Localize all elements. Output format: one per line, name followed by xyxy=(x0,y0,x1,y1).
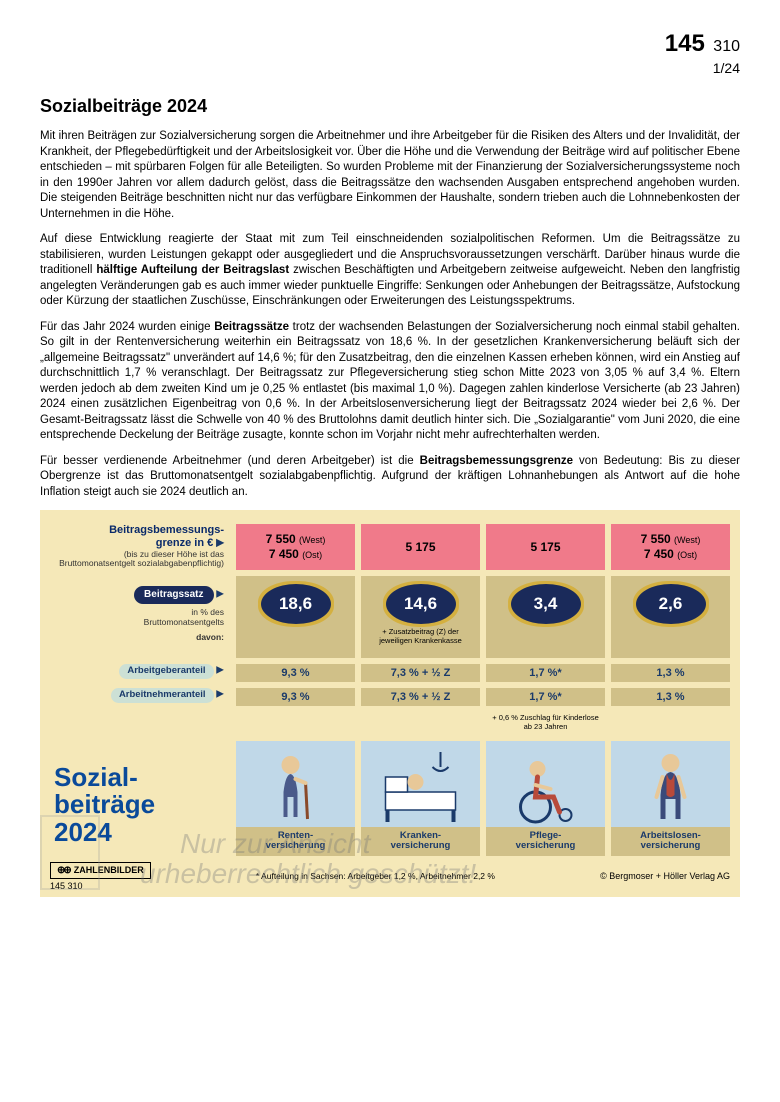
infographic-title: Sozial- beiträge 2024 xyxy=(50,754,230,856)
illus-kranken: Kranken- versicherung xyxy=(361,741,480,856)
ag-label: Arbeitgeberanteil ▶ xyxy=(50,664,230,679)
bbg-col-0: 7 550 (West) 7 450 (Ost) xyxy=(236,524,355,570)
an-3: 1,3 % xyxy=(611,688,730,706)
illus-pflege: Pflege- versicherung xyxy=(486,741,605,856)
rate-label: Beitragssatz ▶ in % desBruttomonatsentge… xyxy=(50,576,230,643)
page-title: Sozialbeiträge 2024 xyxy=(40,96,740,117)
ref-number: 145 310 xyxy=(50,881,151,891)
ag-3: 1,3 % xyxy=(611,664,730,682)
paragraph-2: Auf diese Entwicklung reagierte der Staa… xyxy=(40,232,740,310)
infographic: Beitragsbemessungs- grenze in € ▶ (bis z… xyxy=(40,510,740,897)
paragraph-4: Für besser verdienende Arbeitnehmer (und… xyxy=(40,454,740,501)
footnote: * Aufteilung in Sachsen: Arbeitgeber 1,2… xyxy=(151,871,600,881)
an-1: 7,3 % + ½ Z xyxy=(361,688,480,706)
ag-1: 7,3 % + ½ Z xyxy=(361,664,480,682)
source-badge: ⊕⊕ ZAHLENBILDER xyxy=(50,862,151,879)
rate-col-3: 2,6 xyxy=(611,576,730,658)
paragraph-3: Für das Jahr 2024 wurden einige Beitrags… xyxy=(40,320,740,444)
illus-arbeitslos: Arbeitslosen- versicherung xyxy=(611,741,730,856)
data-grid: Beitragsbemessungs- grenze in € ▶ (bis z… xyxy=(50,524,730,733)
rate-col-0: 18,6 xyxy=(236,576,355,658)
footnote-row: ⊕⊕ ZAHLENBILDER 145 310 * Aufteilung in … xyxy=(50,862,730,891)
header-number: 145 xyxy=(665,30,705,57)
bbg-col-2: 5 175 xyxy=(486,524,605,570)
header-sub: 310 xyxy=(713,38,740,55)
copyright: © Bergmoser + Höller Verlag AG xyxy=(600,871,730,881)
an-2: 1,7 %* xyxy=(486,688,605,706)
wheelchair-icon xyxy=(486,747,605,827)
bottom-section: Sozial- beiträge 2024 Renten- versicheru… xyxy=(50,741,730,856)
logo-icon: ⊕⊕ xyxy=(57,865,70,876)
person-icon xyxy=(611,747,730,827)
elderly-icon xyxy=(236,747,355,827)
hospital-bed-icon xyxy=(361,747,480,827)
page-header: 145 310 1/24 xyxy=(40,30,740,76)
header-issue: 1/24 xyxy=(40,60,740,76)
bbg-col-1: 5 175 xyxy=(361,524,480,570)
illus-rente: Renten- versicherung xyxy=(236,741,355,856)
extra-note-2: + 0,6 % Zuschlag für Kinderlose ab 23 Ja… xyxy=(486,712,605,733)
an-0: 9,3 % xyxy=(236,688,355,706)
rate-col-2: 3,4 xyxy=(486,576,605,658)
ag-0: 9,3 % xyxy=(236,664,355,682)
paragraph-1: Mit ihren Beiträgen zur Sozialversicheru… xyxy=(40,129,740,222)
an-label: Arbeitnehmeranteil ▶ xyxy=(50,688,230,703)
rate-col-1: 14,6 + Zusatzbeitrag (Z) der jeweiligen … xyxy=(361,576,480,658)
ag-2: 1,7 %* xyxy=(486,664,605,682)
bbg-col-3: 7 550 (West) 7 450 (Ost) xyxy=(611,524,730,570)
bbg-label: Beitragsbemessungs- grenze in € ▶ (bis z… xyxy=(50,524,230,569)
